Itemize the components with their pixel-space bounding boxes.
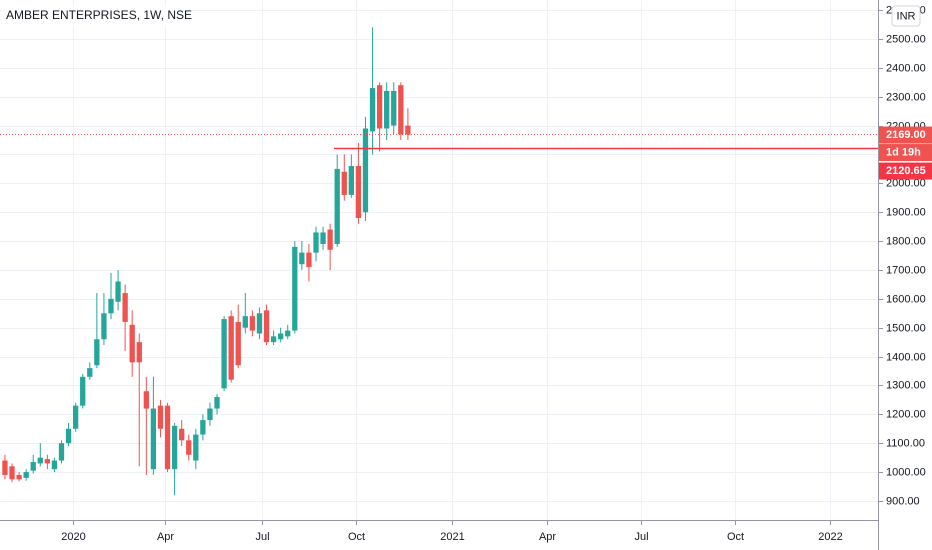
candle-body [30,461,36,471]
candle-body [87,368,93,377]
candle-body [376,85,383,129]
hline-label-bg [879,162,932,180]
candle-body [186,440,192,455]
candle-body [80,376,86,406]
candle-body [320,232,326,244]
candle-body [44,459,51,464]
y-tick-label: 900.00 [886,495,920,507]
candle-body [179,428,185,441]
candle-body [171,425,178,470]
candle-body [313,232,319,253]
candle-body [334,168,340,244]
candle-body [306,252,312,268]
y-tick-label: 1500.00 [886,322,926,334]
x-tick-label: Oct [727,531,744,543]
candle-body [369,88,376,132]
title-backdrop [2,6,178,26]
candle-body [348,166,354,195]
x-tick-label: Apr [539,531,556,543]
candle-body [242,316,248,328]
candle-body [228,316,234,380]
candle-body [200,420,206,435]
candle-body [122,293,128,322]
candle-body [143,391,149,409]
currency-label[interactable]: INR [897,10,916,22]
grid [0,0,878,520]
candle-body [263,310,270,343]
candle-body [37,457,43,464]
candle-body [221,319,227,389]
candle-body [193,434,199,461]
candle-body [157,405,164,429]
candle-body [384,90,390,129]
candle-body [398,85,404,135]
x-tick-label: Oct [348,531,365,543]
candle-body [235,321,241,366]
x-tick-label: Apr [157,531,174,543]
y-tick-label: 2500.00 [886,33,926,45]
candle-body [256,313,263,334]
last-price-label: 2169.00 [886,129,926,141]
y-tick-label: 1800.00 [886,235,926,247]
countdown-label: 1d 19h [886,146,921,158]
x-tick-label: Jul [255,531,269,543]
candle-body [249,316,256,331]
last-price-label-bg [879,126,932,144]
y-tick-label: 2400.00 [886,62,926,74]
candle-body [292,246,298,331]
y-tick-label: 1600.00 [886,293,926,305]
candle-body [108,298,114,314]
candle-body [207,408,213,421]
y-tick-label: 2300.00 [886,91,926,103]
x-tick-label: 2020 [61,531,85,543]
hline-label: 2120.65 [886,165,926,177]
candle-body [101,313,107,340]
currency-box[interactable] [891,5,921,27]
y-tick-label: 1900.00 [886,206,926,218]
candle-body [23,472,29,478]
candle-body [2,460,8,475]
candle-body [164,405,171,470]
x-tick-label: 2022 [818,531,842,543]
candle-body [16,474,22,480]
candle-body [299,252,305,265]
x-tick-label: Jul [634,531,648,543]
y-tick-label: 2000.00 [886,177,926,189]
countdown-label-bg [879,144,932,162]
y-tick-label: 1000.00 [886,466,926,478]
x-tick-label: 2021 [440,531,464,543]
candle-body [277,333,284,340]
candle-body [362,128,369,213]
y-tick-label: 1700.00 [886,264,926,276]
candle-body [136,342,142,363]
candle-body [9,466,15,480]
candle-body [94,339,100,366]
chart-title: AMBER ENTERPRISES, 1W, NSE [6,8,192,22]
candle-body [270,336,277,343]
candle-body [355,166,362,218]
candle-body [72,405,79,429]
y-tick-label: 1400.00 [886,351,926,363]
overlay [0,134,878,150]
y-tick-label: 1300.00 [886,379,926,391]
candle-body [129,324,135,363]
candle-body [405,125,411,135]
candle-body [341,171,347,195]
candle-body [285,330,291,337]
candle-body [51,460,58,470]
candle-body [214,397,220,409]
candle-body [150,408,157,470]
y-tick-label: 1200.00 [886,408,926,420]
candle-body [115,281,121,302]
candle-body [65,428,72,444]
candle-body [58,443,65,461]
y-tick-label: 1100.00 [886,437,925,449]
candle-body [327,229,333,250]
candles [2,27,411,496]
candle-body [391,90,397,126]
